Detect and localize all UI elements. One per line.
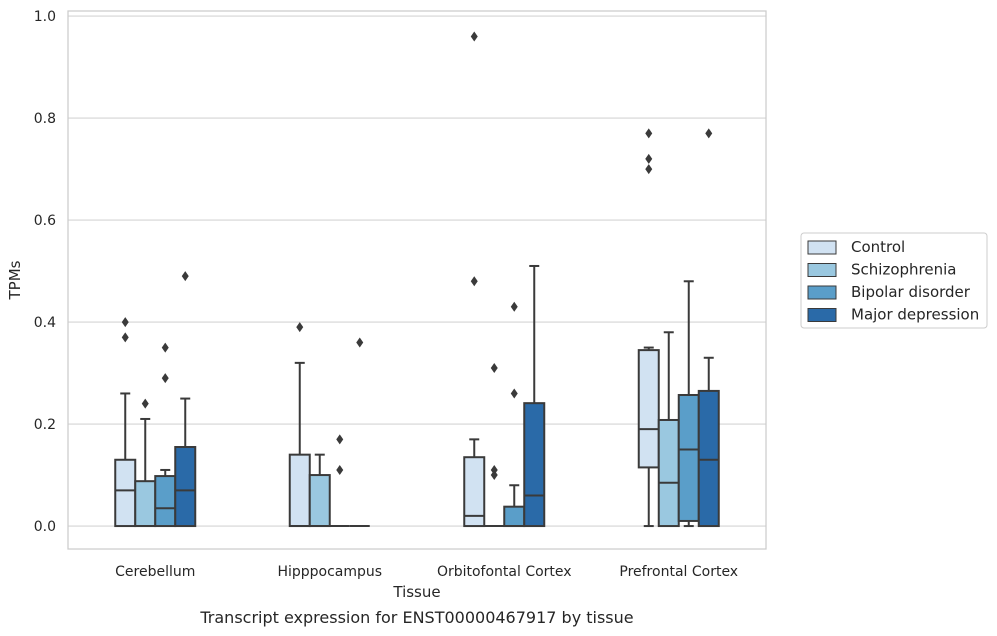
- y-tick-label: 0.0: [34, 519, 56, 535]
- outlier-point: [161, 373, 169, 384]
- box-iqr: [503, 505, 526, 528]
- box-control: [463, 31, 486, 528]
- y-tick-label: 0.6: [34, 213, 56, 229]
- box-iqr: [697, 389, 720, 528]
- y-tick-label: 0.8: [34, 111, 56, 127]
- box-schizophrenia: [134, 398, 157, 528]
- outlier-point: [645, 153, 653, 164]
- outlier-point: [645, 128, 653, 139]
- legend-swatch: [807, 308, 837, 322]
- box-major-depression: [349, 337, 370, 528]
- outlier-point: [490, 470, 498, 481]
- box-iqr: [657, 418, 680, 528]
- box-major-depression: [523, 264, 546, 528]
- box-bipolar-disorder: [503, 301, 526, 528]
- x-tick-label: Hipppocampus: [277, 564, 382, 580]
- outlier-point: [336, 464, 344, 475]
- box-iqr: [154, 475, 177, 528]
- outlier-point: [296, 322, 304, 333]
- box-iqr: [134, 480, 157, 528]
- box-control: [637, 128, 660, 528]
- legend-frame: [800, 232, 988, 329]
- chart-caption: Transcript expression for ENST0000046791…: [199, 608, 633, 627]
- y-tick-label: 1.0: [34, 9, 56, 25]
- outlier-point: [510, 301, 518, 312]
- x-tick-label: Prefrontal Cortex: [619, 564, 738, 580]
- box-plot-area: [114, 31, 720, 528]
- legend-label: Bipolar disorder: [851, 283, 971, 301]
- outlier-point: [336, 434, 344, 445]
- legend-label: Major depression: [851, 306, 979, 324]
- box-iqr: [463, 456, 486, 528]
- box-bipolar-disorder: [154, 342, 177, 528]
- legend-label: Control: [851, 238, 905, 256]
- x-tick-label: Cerebellum: [115, 564, 195, 580]
- outlier-point: [470, 276, 478, 287]
- outlier-point: [510, 388, 518, 399]
- legend-label: Schizophrenia: [851, 261, 956, 279]
- x-tick-labels: Cerebellum Hipppocampus Orbitofontal Corte…: [115, 564, 738, 580]
- legend-swatch: [807, 263, 837, 277]
- box-iqr: [677, 393, 700, 522]
- outlier-point: [121, 332, 129, 343]
- box-iqr: [308, 474, 331, 528]
- box-iqr: [114, 458, 137, 528]
- outlier-point: [645, 164, 653, 175]
- box-control: [288, 322, 311, 528]
- x-tick-label: Orbitofontal Cortex: [437, 564, 572, 580]
- y-tick-labels: 0.0 0.2 0.4 0.6 0.8 1.0: [34, 9, 56, 535]
- box-schizophrenia: [657, 331, 680, 528]
- box-iqr: [637, 349, 660, 469]
- y-tick-label: 0.4: [34, 315, 56, 331]
- box-iqr: [523, 402, 546, 528]
- plot-frame: [67, 10, 767, 550]
- legend: Control Schizophrenia Bipolar disorder Majo…: [800, 232, 988, 329]
- y-axis-label: TPMs: [6, 260, 24, 300]
- outlier-point: [490, 362, 498, 373]
- outlier-point: [470, 31, 478, 42]
- box-control: [114, 317, 137, 528]
- box-schizophrenia: [308, 453, 331, 528]
- outlier-point: [490, 464, 498, 475]
- legend-swatch: [807, 285, 837, 300]
- outlier-point: [121, 317, 129, 328]
- box-iqr: [174, 446, 197, 528]
- y-tick-label: 0.2: [34, 417, 56, 433]
- box-major-depression: [174, 271, 197, 528]
- x-axis-label: Tissue: [392, 583, 440, 601]
- outlier-point: [141, 398, 149, 409]
- outlier-point: [356, 337, 364, 348]
- box-bipolar-disorder: [677, 280, 700, 528]
- box-iqr: [288, 453, 311, 528]
- box-bipolar-disorder: [329, 434, 350, 528]
- outlier-point: [161, 342, 169, 353]
- box-schizophrenia: [484, 362, 505, 528]
- legend-swatch: [807, 240, 837, 255]
- outlier-point: [705, 128, 713, 139]
- outlier-point: [181, 271, 189, 282]
- box-major-depression: [697, 128, 720, 528]
